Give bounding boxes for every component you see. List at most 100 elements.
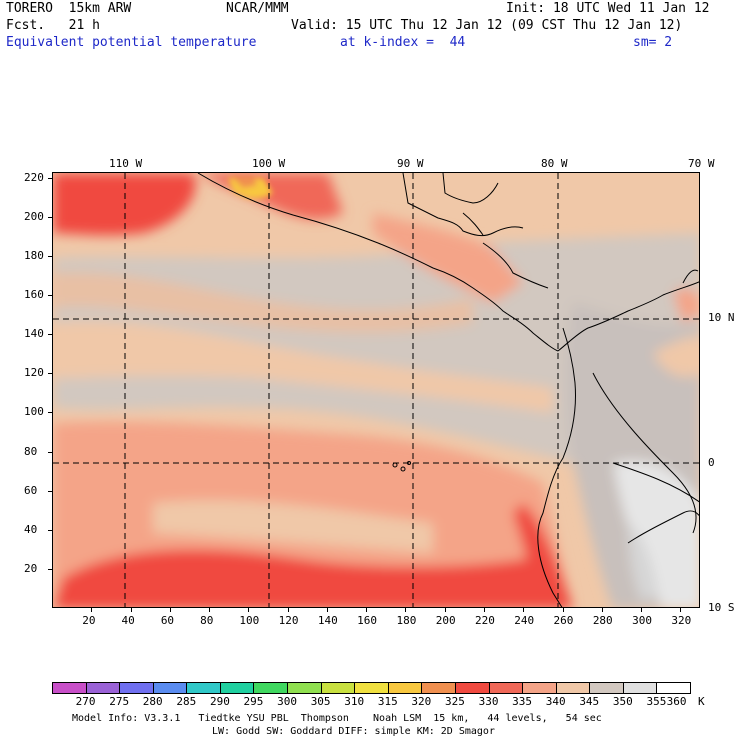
colorbar-swatch — [253, 682, 289, 694]
y-tick — [48, 568, 52, 570]
colorbar-label: 295 — [243, 695, 264, 708]
y-tick — [48, 373, 52, 375]
y-tick — [48, 334, 52, 336]
y-tick — [48, 216, 52, 218]
x-tick-label: 200 — [435, 614, 456, 627]
x-tick — [601, 608, 603, 612]
x-tick-label: 80 — [200, 614, 214, 627]
forecast-hour: Fcst. 21 h — [6, 18, 100, 33]
colorbar-label: 270 — [75, 695, 96, 708]
field-region-335b — [373, 213, 523, 303]
colorbar-label: 310 — [344, 695, 365, 708]
colorbar-swatch — [354, 682, 389, 694]
colorbar-swatch — [287, 682, 322, 694]
colorbar-swatch — [219, 682, 255, 694]
x-tick-label: 20 — [82, 614, 96, 627]
x-tick — [523, 608, 525, 612]
colorbar-label: 285 — [176, 695, 197, 708]
colorbar-label: 320 — [411, 695, 432, 708]
colorbar-label: 340 — [545, 695, 566, 708]
x-tick — [366, 608, 368, 612]
lon-label: 80 W — [541, 157, 568, 170]
x-tick-label: 140 — [317, 614, 338, 627]
lat-label: 10 S — [708, 601, 735, 614]
guatemala-border — [462, 212, 484, 236]
coastlines — [197, 173, 699, 607]
x-tick — [326, 608, 328, 612]
galapagos-island — [400, 466, 406, 472]
x-tick-label: 60 — [160, 614, 175, 627]
field-region-330b — [513, 503, 573, 607]
y-tick-label: 40 — [24, 522, 38, 536]
organization: NCAR/MMM — [226, 1, 289, 16]
lat-label: 0 — [708, 456, 715, 469]
lon-label: 90 W — [397, 157, 424, 170]
level-index: at k-index = 44 — [340, 35, 466, 50]
y-tick-label: 140 — [24, 327, 44, 341]
x-tick — [405, 608, 407, 612]
pacific-coastline — [197, 173, 559, 352]
colorbar-swatch — [119, 682, 154, 694]
colorbar-swatch — [454, 682, 490, 694]
y-tick-label: 100 — [24, 405, 44, 419]
colorbar-label: 345 — [579, 695, 600, 708]
colorbar-swatch — [589, 682, 624, 694]
x-tick-label: 40 — [121, 614, 135, 627]
y-tick-label: 60 — [24, 483, 38, 497]
x-tick-label: 220 — [475, 614, 495, 627]
colorbar-swatch — [522, 682, 557, 694]
colorbar-swatch — [622, 682, 658, 694]
model-info: Model Info: V3.3.1 Tiedtke YSU PBL Thomp… — [72, 713, 602, 724]
colorbar-swatch — [555, 682, 591, 694]
x-tick — [287, 608, 289, 612]
y-tick — [48, 177, 52, 179]
belize-coastline — [442, 173, 499, 204]
x-tick-label: 240 — [514, 614, 535, 627]
y-tick — [48, 412, 52, 414]
x-tick — [248, 608, 250, 612]
y-tick — [48, 490, 52, 492]
x-tick — [680, 608, 682, 612]
x-tick-label: 160 — [357, 614, 378, 627]
colorbar-swatch — [387, 682, 423, 694]
colorbar-swatch — [152, 682, 188, 694]
colorbar-label: 275 — [109, 695, 130, 708]
colorbar-swatch — [52, 682, 87, 694]
colorbar-label: 335 — [512, 695, 533, 708]
x-tick-label: 100 — [239, 614, 260, 627]
x-tick-label: 120 — [278, 614, 299, 627]
x-tick — [562, 608, 564, 612]
graticule — [53, 173, 699, 607]
lon-label: 70 W — [688, 157, 715, 170]
colorbar-swatch — [656, 682, 691, 694]
y-tick — [48, 529, 52, 531]
colorbar-label: 305 — [310, 695, 331, 708]
colorbar-swatch — [85, 682, 121, 694]
colorbar-label: 330 — [478, 695, 499, 708]
valid-time: Valid: 15 UTC Thu 12 Jan 12 (09 CST Thu … — [291, 18, 683, 33]
field-region-340 — [53, 321, 553, 413]
y-tick-label: 200 — [24, 209, 44, 223]
field-region-325 — [231, 176, 257, 188]
nicaragua-border — [482, 242, 549, 289]
y-tick-label: 160 — [24, 288, 44, 302]
colombia-border — [682, 269, 699, 284]
y-tick-label: 220 — [24, 170, 44, 184]
colorbar-swatch — [320, 682, 356, 694]
x-tick-label: 300 — [632, 614, 652, 627]
field-name: Equivalent potential temperature — [6, 35, 257, 50]
colorbar-label: 290 — [209, 695, 230, 708]
brazil-border — [627, 510, 699, 544]
x-tick-label: 320 — [671, 614, 692, 627]
lat-label: 10 N — [708, 311, 735, 324]
field-region-340d — [653, 336, 699, 377]
y-tick-label: 120 — [24, 366, 44, 380]
colorbar-label: 315 — [377, 695, 398, 708]
y-tick — [48, 451, 52, 453]
colorbar-label: 280 — [142, 695, 163, 708]
map-plot — [52, 172, 700, 608]
x-tick — [484, 608, 485, 612]
x-tick — [91, 608, 93, 612]
field-region-330c — [53, 173, 196, 236]
colorbar-label: 300 — [277, 695, 297, 708]
